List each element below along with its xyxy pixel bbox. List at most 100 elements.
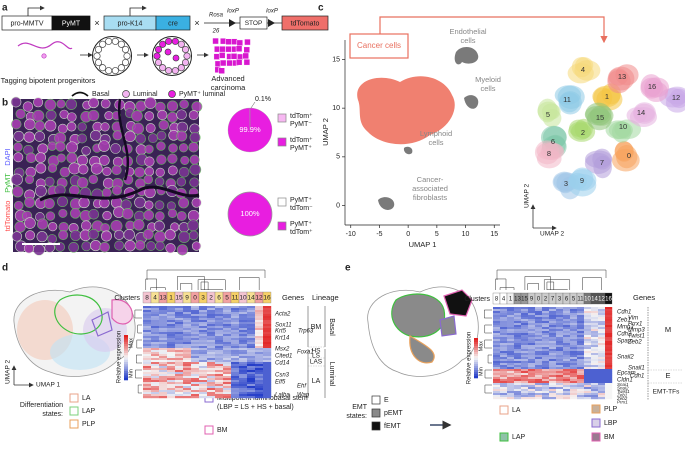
heatmap-cell xyxy=(199,372,207,374)
heatmap-cell xyxy=(542,333,549,335)
heatmap-cell xyxy=(151,372,159,374)
heatmap-cell xyxy=(521,359,528,361)
heatmap-cell xyxy=(500,319,507,321)
heatmap-cell xyxy=(556,389,563,391)
heatmap-cell xyxy=(223,376,231,378)
heatmap-cell xyxy=(151,312,159,314)
heatmap-cell xyxy=(570,333,577,335)
heatmap-cell xyxy=(159,330,167,332)
heatmap-cell xyxy=(556,325,563,327)
heatmap-cell xyxy=(151,382,159,384)
heatmap-cell xyxy=(549,343,556,345)
micrograph-cell xyxy=(14,201,23,210)
heatmap-cell xyxy=(507,339,514,341)
micrograph-cell xyxy=(24,197,34,207)
heatmap-cell xyxy=(507,387,514,389)
heatmap-cell xyxy=(175,364,183,366)
heatmap-cell xyxy=(521,347,528,349)
heatmap-cell xyxy=(263,394,271,396)
heatmap-cell xyxy=(500,363,507,365)
heatmap-cell xyxy=(183,366,191,368)
label: Min xyxy=(128,369,134,378)
heatmap-cell xyxy=(514,385,521,387)
heatmap-cell xyxy=(175,346,183,348)
heatmap-cell xyxy=(493,311,500,313)
heatmap-cell xyxy=(175,314,183,316)
heatmap-cell xyxy=(199,362,207,364)
heatmap-cell xyxy=(199,314,207,316)
heatmap-cell xyxy=(507,313,514,315)
heatmap-cell xyxy=(263,314,271,316)
heatmap-cell xyxy=(175,362,183,364)
heatmap-cell xyxy=(263,368,271,370)
cluster-endothelial xyxy=(455,47,479,64)
heatmap-cell xyxy=(598,329,605,331)
construct-label: PyMT xyxy=(62,20,81,27)
heatmap-cell xyxy=(159,322,167,324)
cluster-label: 6 xyxy=(551,137,555,146)
cluster-label: 16 xyxy=(648,82,656,91)
heatmap-cell xyxy=(247,324,255,326)
heatmap-cell xyxy=(263,318,271,320)
colorbar xyxy=(124,353,128,356)
cluster-blob xyxy=(568,173,587,190)
heatmap-cell xyxy=(159,394,167,396)
heatmap-cell xyxy=(247,320,255,322)
micrograph-cell xyxy=(155,212,164,221)
heatmap-cell xyxy=(535,377,542,379)
heatmap-cell xyxy=(239,322,247,324)
heatmap-cell xyxy=(239,362,247,364)
colorbar xyxy=(474,376,478,378)
colorbar xyxy=(474,374,478,376)
heatmap-cell xyxy=(563,327,570,329)
heatmap-cell xyxy=(549,353,556,355)
heatmap-cell xyxy=(570,367,577,369)
heatmap-cell xyxy=(215,320,223,322)
heatmap-cell xyxy=(143,318,151,320)
micrograph-cell xyxy=(177,177,186,186)
heatmap-cell xyxy=(255,314,263,316)
colorbar xyxy=(124,364,128,367)
heatmap-cell xyxy=(263,308,271,310)
micrograph-cell xyxy=(90,130,101,141)
heatmap-cell xyxy=(598,389,605,391)
heatmap-cell xyxy=(143,380,151,382)
heatmap-cell xyxy=(570,371,577,373)
heatmap-cell xyxy=(584,323,591,325)
heatmap-cell xyxy=(223,352,231,354)
heatmap-cell xyxy=(500,351,507,353)
heatmap-cell xyxy=(493,353,500,355)
micrograph-cell xyxy=(89,98,99,108)
heatmap-cell xyxy=(143,370,151,372)
micrograph-cell xyxy=(77,155,87,165)
cluster-label: 0 xyxy=(627,151,631,160)
carcinoma-cell xyxy=(219,52,225,58)
heatmap-cell xyxy=(151,324,159,326)
heatmap-cell xyxy=(167,378,175,380)
heatmap-cell xyxy=(535,385,542,387)
heatmap-cell xyxy=(556,371,563,373)
heatmap-cell xyxy=(199,344,207,346)
micrograph-cell xyxy=(82,146,91,155)
heatmap-cell xyxy=(591,329,598,331)
heatmap-cell xyxy=(175,340,183,342)
heatmap-cell xyxy=(223,330,231,332)
heatmap-cell xyxy=(591,379,598,381)
gene-label: Cited1 xyxy=(275,354,292,360)
heatmap-cell xyxy=(231,326,239,328)
micrograph-cell xyxy=(56,142,66,152)
heatmap-cell xyxy=(556,355,563,357)
micrograph-cell xyxy=(114,241,123,250)
heatmap-cell xyxy=(563,395,570,397)
heatmap-cell xyxy=(500,313,507,315)
heatmap-cell xyxy=(247,336,255,338)
heatmap-cell xyxy=(535,331,542,333)
axis-title: UMAP 2 xyxy=(321,118,330,146)
heatmap-cell xyxy=(263,372,271,374)
legend-label: PLP xyxy=(604,406,618,413)
heatmap-cell xyxy=(207,366,215,368)
promoter-arrow xyxy=(28,8,44,16)
heatmap-cell xyxy=(231,330,239,332)
heatmap-cell xyxy=(605,323,612,325)
heatmap-cell xyxy=(191,386,199,388)
